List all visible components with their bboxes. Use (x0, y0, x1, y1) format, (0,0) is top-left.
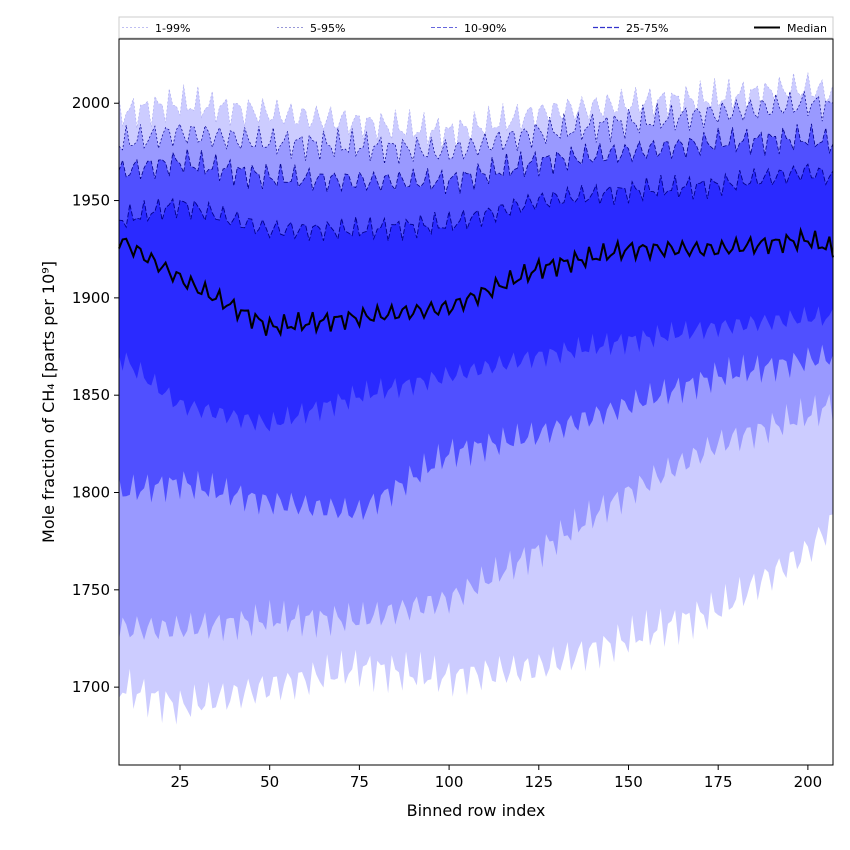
median-line (118, 226, 834, 338)
x-tick-label: 150 (614, 773, 643, 791)
x-tick-label: 25 (170, 773, 189, 791)
plot-frame (118, 38, 834, 766)
legend-box (118, 16, 834, 39)
y-tick-label: 1850 (72, 386, 110, 404)
x-tick-label: 200 (794, 773, 823, 791)
line-95 (118, 91, 834, 165)
line-90 (118, 123, 834, 195)
x-axis-label: Binned row index (407, 801, 546, 820)
percentile-bands (119, 72, 833, 725)
y-tick-label: 2000 (72, 94, 110, 112)
legend-label: 1-99% (155, 22, 190, 35)
legend: 1-99% 5-95% 10-90% 25-75% Median (118, 16, 834, 39)
percentile-lines (118, 72, 834, 338)
x-tick-label: 75 (350, 773, 369, 791)
line-75 (118, 163, 834, 241)
x-tick-label: 100 (435, 773, 464, 791)
y-tick-label: 1800 (72, 484, 110, 502)
x-tick-label: 125 (524, 773, 553, 791)
x-tick-label: 50 (260, 773, 279, 791)
x-axis: 25 50 75 100 125 150 175 200 (170, 765, 822, 791)
y-axis-label: Mole fraction of CH₄ [parts per 10⁹] (39, 261, 58, 543)
y-tick-label: 1750 (72, 581, 110, 599)
legend-label: 25-75% (626, 22, 668, 35)
line-99 (118, 72, 834, 151)
y-tick-label: 1900 (72, 289, 110, 307)
y-tick-label: 1950 (72, 192, 110, 210)
y-tick-label: 1700 (72, 678, 110, 696)
legend-label: Median (787, 22, 827, 35)
x-tick-label: 175 (704, 773, 733, 791)
y-axis: 1700 1750 1800 1850 1900 1950 2000 (72, 94, 119, 696)
legend-label: 5-95% (310, 22, 345, 35)
legend-label: 10-90% (464, 22, 506, 35)
